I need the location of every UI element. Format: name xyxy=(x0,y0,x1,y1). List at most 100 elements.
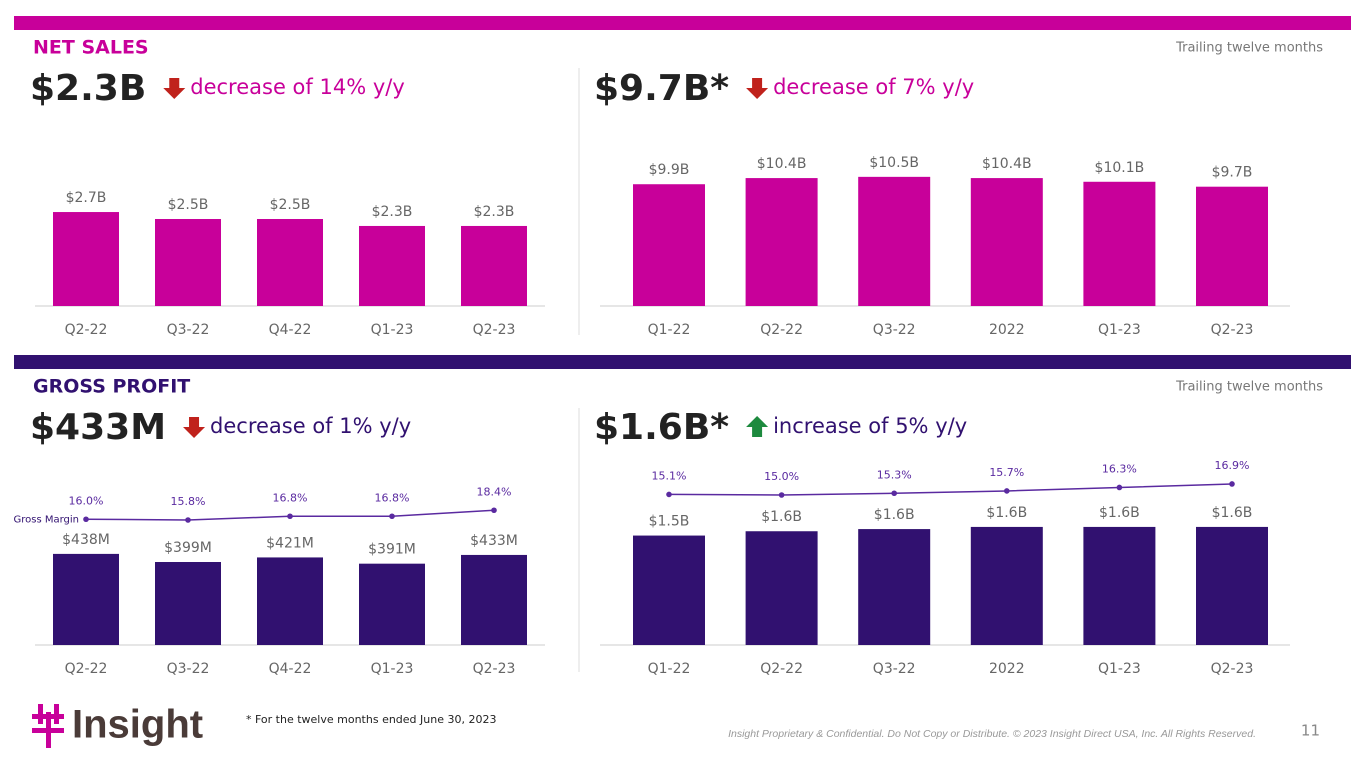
value-label: $2.5B xyxy=(168,197,209,213)
copyright: Insight Proprietary & Confidential. Do N… xyxy=(728,728,1256,740)
x-tick-label: Q3-22 xyxy=(167,661,210,677)
line-label: 16.0% xyxy=(69,494,104,507)
value-label: $1.6B xyxy=(986,505,1027,521)
x-tick-label: 2022 xyxy=(989,322,1025,338)
value-label: $1.5B xyxy=(649,514,690,530)
value-label: $9.9B xyxy=(649,162,690,178)
bar xyxy=(970,526,1043,645)
value-label: $10.4B xyxy=(757,156,807,172)
x-tick-label: 2022 xyxy=(989,661,1025,677)
x-tick-label: Q4-22 xyxy=(269,661,312,677)
headline-change: increase of 5% y/y xyxy=(773,414,967,438)
headline-value: $433M xyxy=(30,407,166,448)
value-label: $1.6B xyxy=(1212,505,1253,521)
line-label: 18.4% xyxy=(477,485,512,498)
bar xyxy=(155,219,221,306)
line-point xyxy=(1004,488,1010,494)
x-tick-label: Q2-23 xyxy=(473,322,516,338)
bar xyxy=(858,529,931,645)
bar xyxy=(1196,526,1268,645)
value-label: $399M xyxy=(164,540,212,556)
value-label: $1.6B xyxy=(761,509,802,525)
bar xyxy=(53,553,119,645)
arrow-down xyxy=(163,78,186,99)
logo-text: Insight xyxy=(72,703,203,747)
bar xyxy=(155,562,221,645)
x-tick-label: Q1-23 xyxy=(1098,661,1141,677)
line-point xyxy=(491,507,497,514)
line-label: 15.8% xyxy=(171,495,206,508)
arrow-up xyxy=(746,416,769,437)
x-tick-label: Q2-22 xyxy=(65,661,108,677)
line-label: 16.3% xyxy=(1102,462,1137,475)
x-tick-label: Q2-22 xyxy=(760,661,803,677)
bar xyxy=(745,531,818,645)
x-tick-label: Q2-22 xyxy=(760,322,803,338)
line-legend: Gross Margin xyxy=(13,514,79,525)
headline-value: $9.7B* xyxy=(594,68,729,109)
headline-change: decrease of 1% y/y xyxy=(210,414,411,438)
value-label: $438M xyxy=(62,532,110,548)
line-label: 15.1% xyxy=(652,469,687,482)
line-point xyxy=(1229,481,1235,487)
value-label: $9.7B xyxy=(1212,165,1253,181)
x-tick-label: Q1-23 xyxy=(371,661,414,677)
line-point xyxy=(778,492,785,498)
line-label: 16.8% xyxy=(273,491,308,504)
x-tick-label: Q2-23 xyxy=(473,661,516,677)
line-label: 15.3% xyxy=(877,468,912,481)
bar xyxy=(257,219,323,306)
arrow-down xyxy=(183,417,206,438)
section-note: Trailing twelve months xyxy=(1175,380,1323,395)
bar xyxy=(633,535,705,645)
bar xyxy=(257,557,323,645)
section-note: Trailing twelve months xyxy=(1175,41,1323,56)
x-tick-label: Q2-23 xyxy=(1211,661,1254,677)
line-label: 16.9% xyxy=(1215,459,1250,472)
section-title: GROSS PROFIT xyxy=(33,376,190,398)
value-label: $1.6B xyxy=(874,507,915,523)
arrow-down xyxy=(746,78,769,99)
line-point xyxy=(891,490,897,497)
x-tick-label: Q3-22 xyxy=(873,322,916,338)
line-point xyxy=(389,513,395,520)
bar xyxy=(461,554,527,645)
line-point xyxy=(287,513,293,520)
bar xyxy=(461,225,527,306)
x-tick-label: Q2-22 xyxy=(65,322,108,338)
section-band xyxy=(14,16,1351,30)
value-label: $10.4B xyxy=(982,156,1032,172)
value-label: $2.7B xyxy=(66,190,107,206)
headline-change: decrease of 7% y/y xyxy=(773,75,974,99)
bar xyxy=(1083,181,1156,306)
x-tick-label: Q1-22 xyxy=(648,322,691,338)
x-tick-label: Q1-23 xyxy=(371,322,414,338)
line xyxy=(668,483,1233,496)
footnote: * For the twelve months ended June 30, 2… xyxy=(246,713,496,726)
bar xyxy=(858,176,931,306)
line-label: 15.7% xyxy=(989,466,1024,479)
value-label: $10.1B xyxy=(1095,160,1145,176)
logo xyxy=(32,704,64,748)
value-label: $391M xyxy=(368,542,416,558)
section-title: NET SALES xyxy=(33,37,149,59)
line-point xyxy=(83,516,89,523)
value-label: $2.3B xyxy=(474,204,515,220)
line-point xyxy=(666,491,672,498)
bar xyxy=(745,178,818,306)
bar xyxy=(53,212,119,306)
section-band xyxy=(14,355,1351,369)
bar xyxy=(970,178,1043,306)
line-point xyxy=(185,517,191,523)
bar xyxy=(633,184,705,306)
value-label: $2.3B xyxy=(372,204,413,220)
x-tick-label: Q1-23 xyxy=(1098,322,1141,338)
bar xyxy=(359,563,425,645)
value-label: $421M xyxy=(266,535,314,551)
line-point xyxy=(1116,484,1123,491)
headline-value: $2.3B xyxy=(30,68,146,109)
x-tick-label: Q2-23 xyxy=(1211,322,1254,338)
page-number: 11 xyxy=(1301,722,1320,740)
x-tick-label: Q3-22 xyxy=(167,322,210,338)
